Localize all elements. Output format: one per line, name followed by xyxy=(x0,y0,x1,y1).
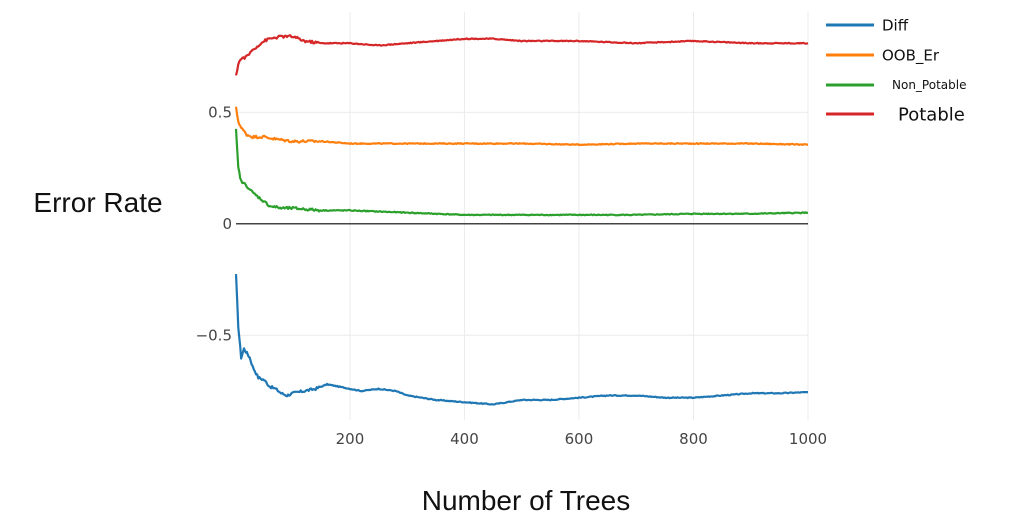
x-tick-label: 200 xyxy=(336,430,365,448)
series-line-non-potable xyxy=(234,128,809,217)
x-tick-label: 400 xyxy=(450,430,479,448)
legend-item-oob-er: OOB_Er xyxy=(826,46,940,65)
y-tick-label: 0.5 xyxy=(208,103,232,121)
legend-item-diff: Diff xyxy=(826,16,909,34)
y-tick-label: 0 xyxy=(222,215,232,233)
series-lines xyxy=(234,34,809,406)
legend-item-potable: Potable xyxy=(826,104,965,125)
x-tick-label: 600 xyxy=(565,430,594,448)
x-tick-label: 800 xyxy=(679,430,708,448)
legend-label: Potable xyxy=(898,104,965,125)
y-axis-title: Error Rate xyxy=(33,187,162,218)
legend-label: OOB_Er xyxy=(882,46,940,65)
y-tick-label: −0.5 xyxy=(196,326,232,344)
legend-label: Diff xyxy=(882,16,909,34)
grid xyxy=(236,12,809,420)
tick-labels: 200 400 600 800 1000 −0.5 0 0.5 xyxy=(196,103,828,448)
x-axis-title: Number of Trees xyxy=(422,485,631,516)
legend-item-non-potable: Non_Potable xyxy=(826,78,966,92)
series-line-potable xyxy=(234,34,809,76)
series-line-diff xyxy=(234,273,809,406)
legend: Diff OOB_Er Non_Potable Potable xyxy=(826,16,966,125)
legend-label: Non_Potable xyxy=(892,78,966,92)
x-tick-label: 1000 xyxy=(789,430,827,448)
series-line-oob-er xyxy=(234,106,809,147)
